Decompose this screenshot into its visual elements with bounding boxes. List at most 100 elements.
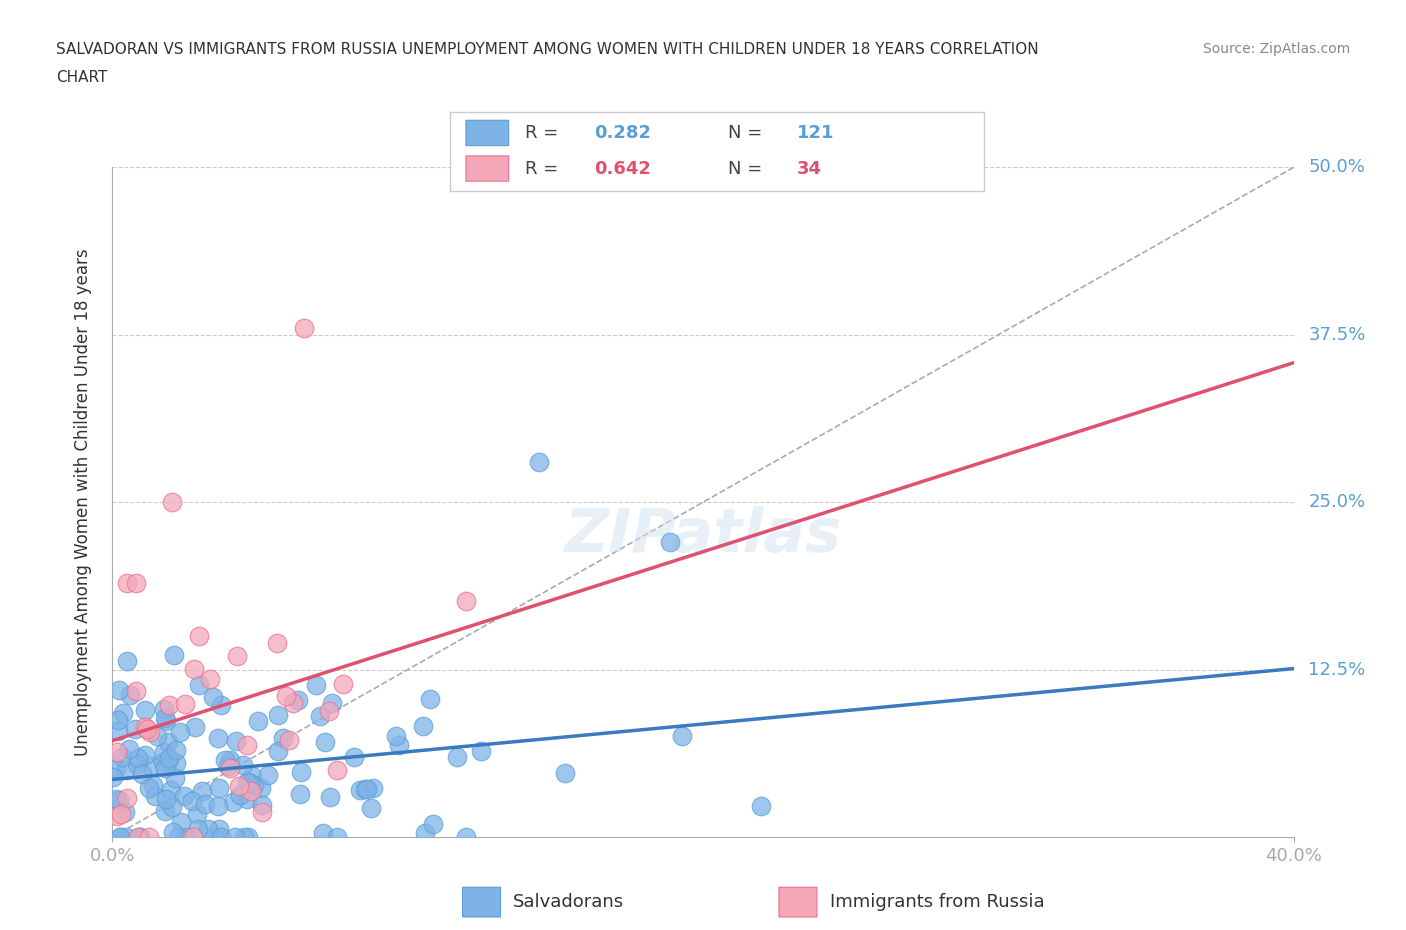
Point <box>271 731 294 746</box>
Point <box>118 741 141 756</box>
Point <box>107 792 129 807</box>
Point <box>554 766 576 781</box>
Point <box>111 706 134 721</box>
Text: CHART: CHART <box>56 70 108 85</box>
FancyBboxPatch shape <box>465 120 509 146</box>
Point <box>256 767 278 782</box>
Point <box>125 575 148 590</box>
Text: Immigrants from Russia: Immigrants from Russia <box>830 893 1045 911</box>
Point <box>343 750 366 764</box>
Point <box>170 814 193 829</box>
Point <box>139 758 162 773</box>
Point <box>208 781 231 796</box>
FancyBboxPatch shape <box>779 887 817 917</box>
Point <box>314 735 336 750</box>
Point <box>207 730 229 745</box>
Point <box>165 756 187 771</box>
Point <box>222 794 245 809</box>
Point <box>219 761 242 776</box>
Point <box>157 698 180 712</box>
Point <box>249 780 271 795</box>
Point <box>134 748 156 763</box>
Point <box>191 783 214 798</box>
Point <box>127 751 149 765</box>
Point <box>250 798 273 813</box>
Point <box>163 647 186 662</box>
Point <box>288 786 311 801</box>
Point <box>136 722 159 737</box>
Text: N =: N = <box>728 124 762 142</box>
Point <box>125 684 148 698</box>
Point <box>157 735 180 750</box>
Point <box>107 724 129 738</box>
Point <box>240 784 263 799</box>
Point <box>142 777 165 792</box>
Point <box>152 754 174 769</box>
Point <box>217 759 239 774</box>
Text: R =: R = <box>524 160 558 178</box>
Point <box>266 635 288 650</box>
Text: 121: 121 <box>797 124 835 142</box>
Text: 37.5%: 37.5% <box>1309 326 1365 344</box>
Point <box>239 776 262 790</box>
Point <box>312 825 335 840</box>
Point <box>124 722 146 737</box>
Point <box>292 321 315 336</box>
Point <box>105 809 128 824</box>
Point <box>187 821 209 836</box>
Point <box>208 821 231 836</box>
Point <box>108 830 131 844</box>
Point <box>108 830 131 844</box>
Point <box>115 830 138 844</box>
Point <box>159 782 181 797</box>
Point <box>454 593 477 608</box>
Point <box>104 761 127 776</box>
Point <box>422 817 444 831</box>
Point <box>326 763 349 777</box>
Point <box>184 720 207 735</box>
Point <box>197 822 219 837</box>
Point <box>385 729 408 744</box>
Text: 12.5%: 12.5% <box>1309 660 1365 679</box>
Point <box>527 455 550 470</box>
Point <box>228 778 250 793</box>
Point <box>165 743 187 758</box>
Point <box>290 764 312 779</box>
Point <box>138 830 160 844</box>
Point <box>110 806 132 821</box>
Point <box>277 733 299 748</box>
Point <box>160 800 183 815</box>
Text: Salvadorans: Salvadorans <box>513 893 624 911</box>
Point <box>319 790 342 804</box>
Point <box>236 830 259 844</box>
Point <box>105 744 128 759</box>
Point <box>202 690 225 705</box>
Point <box>143 789 166 804</box>
Point <box>749 798 772 813</box>
Point <box>181 794 204 809</box>
Point <box>354 782 377 797</box>
Point <box>356 781 378 796</box>
Point <box>218 753 240 768</box>
Point <box>127 830 149 844</box>
Point <box>128 830 150 844</box>
Point <box>198 671 221 686</box>
Point <box>183 661 205 676</box>
Point <box>252 805 274 820</box>
Point <box>388 737 411 752</box>
Point <box>152 701 174 716</box>
Point <box>361 781 384 796</box>
Y-axis label: Unemployment Among Women with Children Under 18 years: Unemployment Among Women with Children U… <box>73 248 91 756</box>
Point <box>209 698 232 712</box>
Point <box>194 796 217 811</box>
Point <box>134 702 156 717</box>
Text: 25.0%: 25.0% <box>1309 493 1365 512</box>
Point <box>658 535 681 550</box>
Text: 34: 34 <box>797 160 823 178</box>
Point <box>157 751 180 765</box>
Point <box>101 769 124 784</box>
Point <box>207 799 229 814</box>
Point <box>117 575 138 590</box>
Point <box>187 678 209 693</box>
Point <box>287 692 309 707</box>
